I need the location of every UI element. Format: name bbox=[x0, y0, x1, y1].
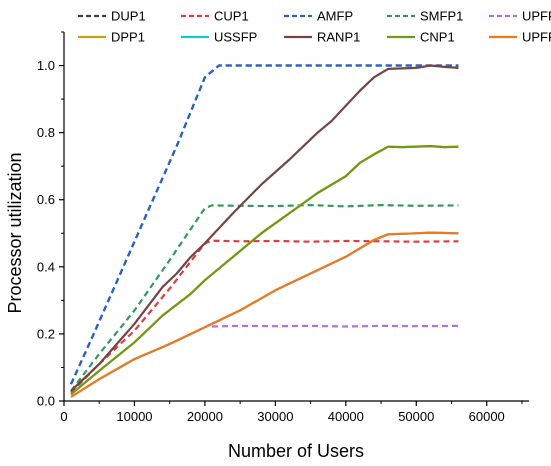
axes: 0 10000 20000 30000 40000 50000 60000 0.0 0.2 0.4… bbox=[37, 31, 529, 424]
legend: DUP1 CUP1 AMFP SMFP1 UPFP1 DPP1 USSFP RANP1 CNP1… bbox=[78, 9, 551, 45]
y-tick-label: 0.2 bbox=[37, 326, 55, 341]
series-line-8 bbox=[70, 64, 459, 392]
x-tick-label: 60000 bbox=[469, 409, 505, 424]
legend-label-7: USSFP bbox=[214, 30, 257, 45]
x-tick-label: 0 bbox=[60, 409, 67, 424]
x-tick-label: 50000 bbox=[398, 409, 434, 424]
legend-label-8: RANP1 bbox=[317, 30, 360, 45]
legend-label-9: CNP1 bbox=[420, 30, 455, 45]
series-line-3 bbox=[69, 64, 459, 385]
y-tick-label: 0.0 bbox=[37, 394, 55, 409]
legend-label-3: AMFP bbox=[317, 9, 353, 24]
x-tick-label: 20000 bbox=[187, 409, 223, 424]
legend-label-1: DUP1 bbox=[111, 9, 146, 24]
series-line-6 bbox=[70, 145, 459, 396]
plot-area bbox=[69, 64, 459, 398]
legend-label-4: SMFP1 bbox=[420, 9, 463, 24]
y-tick-label: 0.6 bbox=[37, 192, 55, 207]
legend-label-5: UPFP1 bbox=[522, 9, 551, 24]
series-line-5 bbox=[211, 324, 459, 328]
series-line-10 bbox=[70, 231, 459, 398]
legend-label-6: DPP1 bbox=[111, 30, 145, 45]
y-tick-label: 0.8 bbox=[37, 125, 55, 140]
x-tick-label: 10000 bbox=[116, 409, 152, 424]
y-tick-label: 0.4 bbox=[37, 259, 55, 274]
y-tick-label: 1.0 bbox=[37, 58, 55, 73]
series-line-9 bbox=[70, 145, 459, 396]
y-axis-title: Processor utilization bbox=[5, 152, 25, 313]
x-tick-label: 30000 bbox=[257, 409, 293, 424]
legend-label-2: CUP1 bbox=[214, 9, 249, 24]
series-line-7 bbox=[70, 231, 459, 398]
legend-label-10: UPFP1 bbox=[522, 30, 551, 45]
x-tick-label: 40000 bbox=[328, 409, 364, 424]
x-axis-title: Number of Users bbox=[228, 441, 364, 461]
